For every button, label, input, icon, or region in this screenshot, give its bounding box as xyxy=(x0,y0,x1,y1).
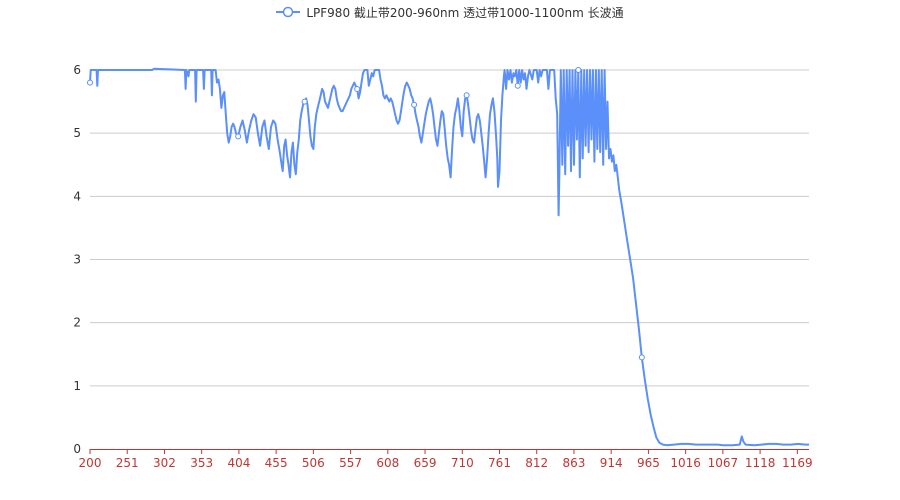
x-tick-label: 965 xyxy=(637,456,660,470)
x-tick-label: 1118 xyxy=(745,456,776,470)
x-tick-label: 659 xyxy=(414,456,437,470)
x-tick-label: 761 xyxy=(488,456,511,470)
x-tick-label: 251 xyxy=(116,456,139,470)
x-tick-label: 710 xyxy=(451,456,474,470)
y-tick-label: 0 xyxy=(73,442,81,456)
legend-line-symbol xyxy=(276,6,301,18)
x-tick-label: 914 xyxy=(600,456,623,470)
y-tick-label: 2 xyxy=(73,316,81,330)
data-point[interactable] xyxy=(411,101,418,108)
y-tick-label: 6 xyxy=(73,63,81,77)
x-tick-label: 404 xyxy=(227,456,250,470)
x-tick-label: 812 xyxy=(525,456,548,470)
data-point[interactable] xyxy=(514,82,521,89)
x-tick-label: 608 xyxy=(376,456,399,470)
x-tick-label: 353 xyxy=(190,456,213,470)
x-axis: 200 251 302 353 404 455 506 557 608 659 710 761 812 8… xyxy=(79,449,813,470)
y-axis: 0 1 2 3 4 5 6 xyxy=(73,63,81,456)
data-point[interactable] xyxy=(87,79,93,86)
x-tick-label: 455 xyxy=(265,456,288,470)
data-point[interactable] xyxy=(463,92,470,99)
data-point[interactable] xyxy=(354,85,361,92)
x-tick-label: 1016 xyxy=(670,456,701,470)
x-tick-label: 1169 xyxy=(782,456,813,470)
x-tick-label: 1067 xyxy=(708,456,739,470)
series-markers xyxy=(87,67,645,361)
data-point[interactable] xyxy=(235,133,242,140)
legend-label: LPF980 截止带200-960nm 透过带1000-1100nm 长波通 xyxy=(306,5,624,20)
x-tick-label: 302 xyxy=(153,456,176,470)
y-tick-label: 1 xyxy=(73,379,81,393)
y-tick-label: 4 xyxy=(73,189,81,203)
series-line xyxy=(89,67,809,447)
x-tick-label: 506 xyxy=(302,456,325,470)
x-tick-label: 200 xyxy=(79,456,102,470)
data-point[interactable] xyxy=(638,354,645,361)
x-tick-label: 557 xyxy=(339,456,362,470)
data-point[interactable] xyxy=(301,98,308,105)
x-tick-label: 863 xyxy=(563,456,586,470)
grid-lines xyxy=(90,69,809,387)
data-point[interactable] xyxy=(575,67,582,73)
y-tick-label: 3 xyxy=(73,253,81,267)
y-tick-label: 5 xyxy=(73,126,81,140)
legend[interactable]: LPF980 截止带200-960nm 透过带1000-1100nm 长波通 xyxy=(0,2,900,22)
